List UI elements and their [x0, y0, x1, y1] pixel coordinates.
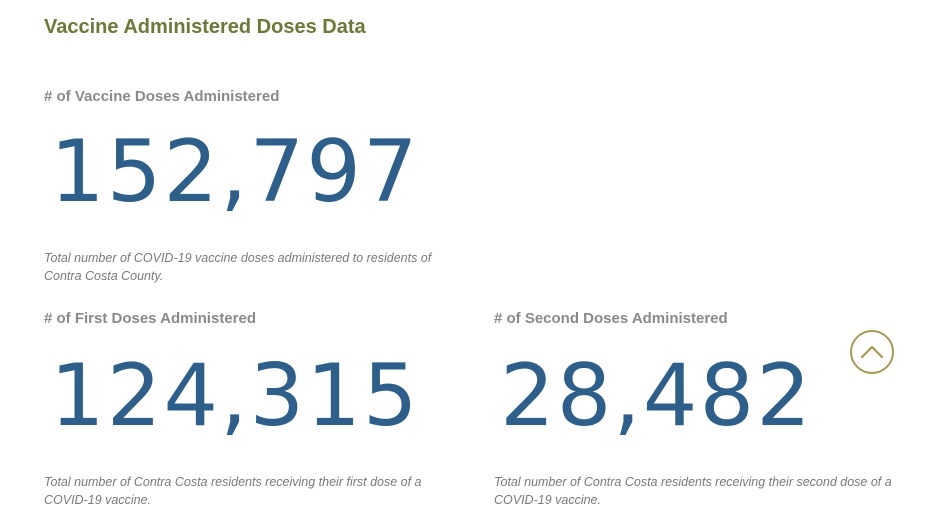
chevron-up-icon — [860, 345, 884, 359]
first-doses-stat: # of First Doses Administered 124,315 To… — [44, 310, 464, 509]
first-doses-description: Total number of Contra Costa residents r… — [44, 475, 422, 507]
page-title: Vaccine Administered Doses Data — [44, 16, 366, 38]
second-doses-value: 28,482 — [500, 346, 813, 446]
second-doses-description: Total number of Contra Costa residents r… — [494, 475, 892, 507]
second-doses-label: # of Second Doses Administered — [494, 310, 728, 327]
second-doses-stat: # of Second Doses Administered 28,482 To… — [494, 310, 914, 509]
total-doses-value: 152,797 — [50, 122, 420, 222]
total-doses-stat: # of Vaccine Doses Administered 152,797 … — [44, 88, 464, 285]
scroll-to-top-button[interactable] — [850, 330, 894, 374]
first-doses-label: # of First Doses Administered — [44, 310, 256, 327]
total-doses-description: Total number of COVID-19 vaccine doses a… — [44, 251, 432, 283]
total-doses-label: # of Vaccine Doses Administered — [44, 88, 280, 105]
first-doses-value: 124,315 — [50, 346, 420, 446]
